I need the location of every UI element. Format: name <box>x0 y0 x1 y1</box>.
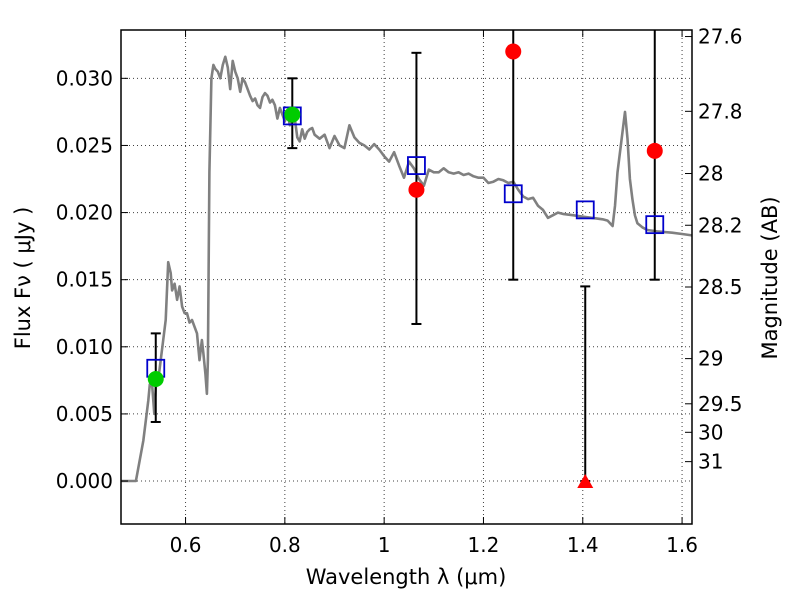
y-tick-label: 0.005 <box>56 402 113 426</box>
nondetection-point <box>646 142 663 159</box>
upper-limit-triangle <box>577 474 594 489</box>
mag-tick-label: 31 <box>698 450 723 474</box>
x-tick-label: 1 <box>378 533 391 557</box>
plot-frame <box>120 29 693 525</box>
nondetection-point <box>505 43 522 60</box>
mag-tick-label: 30 <box>698 420 723 444</box>
y-tick-label: 0.000 <box>56 469 113 493</box>
x-tick-label: 1.6 <box>666 533 698 557</box>
model-photometry-square <box>407 156 426 175</box>
y-tick-label: 0.020 <box>56 201 113 225</box>
detection-point <box>147 371 164 388</box>
y-tick-label: 0.010 <box>56 335 113 359</box>
mag-tick-label: 29 <box>698 347 723 371</box>
x-tick-label: 1.4 <box>567 533 599 557</box>
grid <box>121 30 692 524</box>
x-tick-label: 0.6 <box>170 533 202 557</box>
markers <box>146 43 665 489</box>
y-tick-label: 0.015 <box>56 268 113 292</box>
mag-tick-label: 28.5 <box>698 275 743 299</box>
model-photometry-square <box>575 200 595 220</box>
y-tick-label: 0.030 <box>56 66 113 90</box>
mag-tick-label: 27.6 <box>698 25 743 49</box>
right-axis-label: Magnitude (AB) <box>758 196 782 359</box>
model-sed-series <box>121 55 692 483</box>
detection-point <box>284 106 301 123</box>
x-tick-label: 1.2 <box>468 533 500 557</box>
model-sed-line <box>121 55 692 483</box>
nondetection-point <box>408 181 425 198</box>
mag-tick-label: 29.5 <box>698 392 743 416</box>
y-tick-label: 0.025 <box>56 133 113 157</box>
y-axis-label: Flux Fν ( μJy ) <box>11 207 35 350</box>
error-bars <box>150 30 660 483</box>
mag-tick-label: 28 <box>698 162 723 186</box>
x-tick-label: 0.8 <box>269 533 301 557</box>
model-photometry-square <box>645 215 665 235</box>
mag-tick-label: 28.2 <box>698 213 743 237</box>
model-photometry-square <box>503 184 523 204</box>
ticks: 0.6 0.8 1 1.2 1.4 1.6 0.000 0.005 0.010 0.015 0.02… <box>56 25 743 557</box>
mag-tick-label: 27.8 <box>698 99 743 123</box>
x-axis-label: Wavelength λ (μm) <box>306 565 507 589</box>
